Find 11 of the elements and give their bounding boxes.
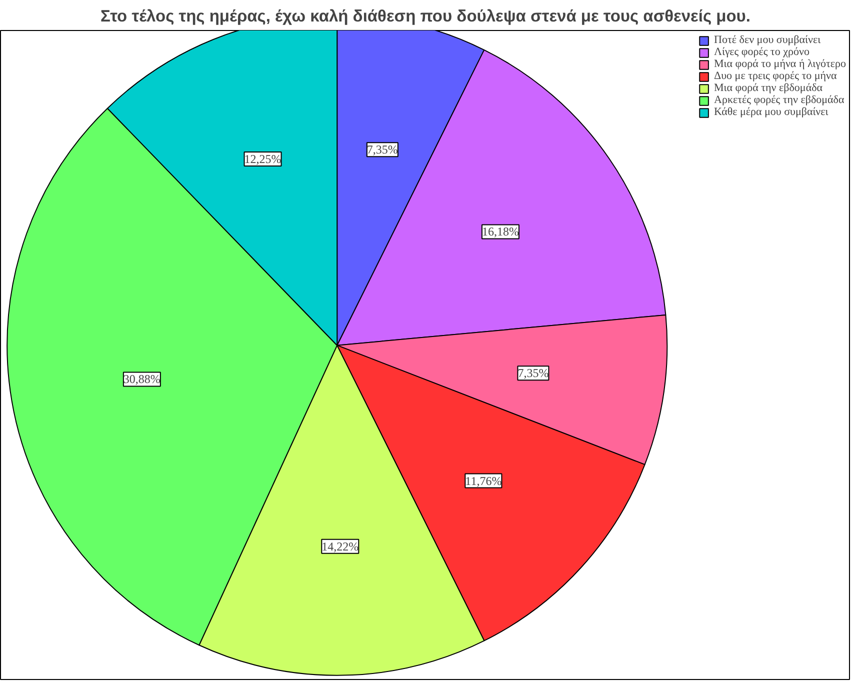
chart-title: Στο τέλος της ημέρας, έχω καλή διάθεση που δούλεψα στενά με τους ασθενείς μου. <box>100 8 750 26</box>
legend-label: Κάθε μέρα μου συμβαίνει <box>714 106 828 118</box>
legend-label: Μια φορά το μήνα ή λιγότερο <box>714 58 846 70</box>
legend-label: Λίγες φορές το χρόνο <box>714 46 810 58</box>
legend-label: Δυο με τρεις φορές το μήνα <box>714 70 837 82</box>
data-label: 30,88% <box>123 372 160 386</box>
legend-label: Αρκετές φορές την εβδομάδα <box>714 94 844 106</box>
legend-label: Ποτέ δεν μου συμβαίνει <box>714 34 821 46</box>
legend-label: Μια φορά την εβδομάδα <box>714 82 823 94</box>
data-label: 7,35% <box>366 142 398 157</box>
data-label: 16,18% <box>482 224 519 239</box>
